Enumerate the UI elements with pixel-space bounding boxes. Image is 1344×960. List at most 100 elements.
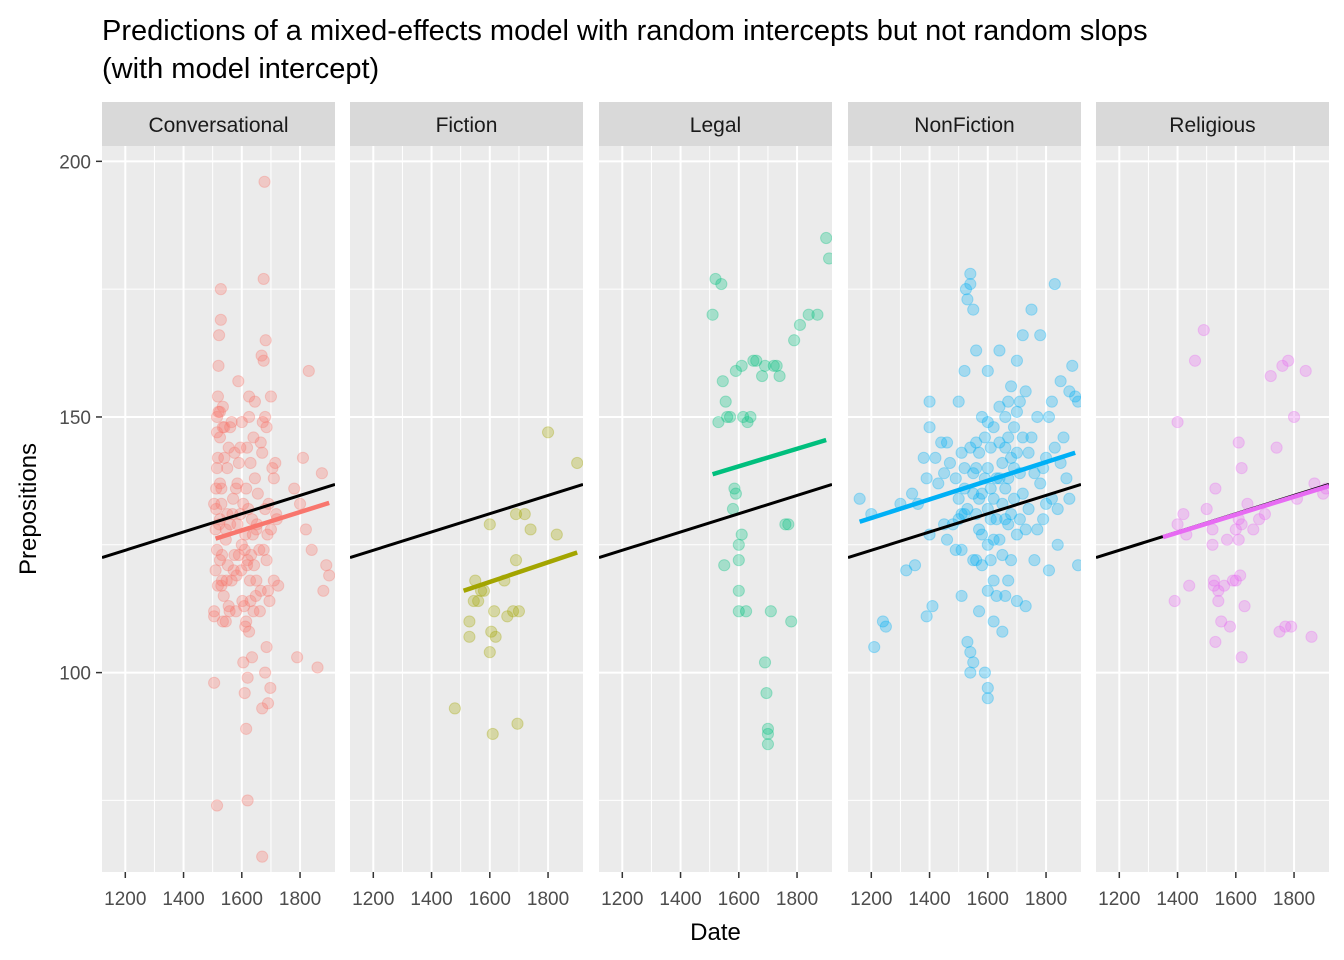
data-point (244, 594, 257, 608)
facet-strip-religious (1096, 102, 1329, 146)
data-point (1212, 594, 1225, 608)
data-point (758, 359, 772, 372)
data-point (212, 405, 225, 418)
data-point (293, 497, 307, 510)
data-point (248, 395, 262, 408)
fit-line-religious (1162, 483, 1329, 540)
panel-fiction (350, 146, 583, 872)
data-point (1031, 523, 1044, 536)
data-point (764, 605, 777, 618)
data-point (1066, 359, 1079, 372)
data-point (256, 702, 269, 715)
data-point (247, 431, 260, 444)
data-point (249, 589, 262, 603)
fixed-effect-line (102, 483, 335, 560)
data-point (258, 175, 271, 188)
data-point (215, 482, 228, 495)
data-point (248, 472, 262, 485)
data-point (231, 477, 244, 490)
data-point (721, 410, 734, 424)
data-point (230, 569, 243, 582)
data-point (761, 727, 775, 741)
facet-label-fiction: Fiction (436, 114, 498, 137)
data-point (853, 492, 866, 505)
data-point (245, 651, 259, 664)
data-point (1253, 513, 1266, 526)
x-tick-label: 1200 (104, 889, 146, 910)
data-point (215, 548, 229, 562)
data-point (210, 543, 224, 557)
data-point (1177, 508, 1190, 521)
data-point (1171, 518, 1184, 531)
data-point (905, 487, 919, 500)
data-point (219, 615, 232, 628)
data-point (1238, 600, 1251, 613)
data-point (929, 451, 942, 464)
x-tick-label: 1800 (1273, 889, 1315, 910)
data-point (961, 635, 974, 649)
data-point (926, 600, 939, 613)
data-point (211, 390, 225, 403)
data-point (506, 605, 520, 618)
x-tick-label: 1800 (776, 889, 818, 910)
fixed-effect-line (848, 483, 1081, 560)
data-point (1016, 487, 1029, 500)
data-point (317, 584, 330, 597)
x-axis-title: Date (690, 919, 741, 946)
data-point (967, 467, 980, 480)
data-point (215, 497, 228, 510)
data-point (868, 640, 881, 654)
data-point (1232, 436, 1245, 449)
data-point (943, 456, 957, 470)
facet-strip-nonfiction (848, 102, 1081, 146)
data-point (760, 686, 773, 700)
data-point (739, 605, 753, 618)
data-point (243, 574, 257, 587)
data-point (1010, 354, 1024, 367)
data-point (244, 456, 257, 470)
data-point (1054, 375, 1067, 388)
data-point (463, 615, 476, 628)
data-point (732, 584, 745, 597)
data-point (1016, 329, 1029, 342)
data-point (1022, 502, 1035, 516)
data-point (235, 415, 248, 429)
x-tick-label: 1400 (410, 889, 452, 910)
data-point (213, 431, 227, 444)
data-point (483, 646, 496, 659)
data-point (212, 329, 226, 342)
data-point (214, 313, 227, 326)
data-point (253, 543, 266, 557)
data-point (723, 410, 737, 424)
data-point (964, 277, 977, 291)
data-point (323, 569, 335, 582)
y-tick-label: 100 (59, 664, 91, 685)
data-point (964, 267, 977, 280)
data-point (802, 308, 815, 321)
data-point (761, 722, 775, 735)
data-point (996, 625, 1009, 638)
data-point (1209, 635, 1222, 649)
data-point (210, 426, 224, 439)
data-point (984, 482, 997, 495)
data-point (241, 554, 254, 567)
data-point (512, 605, 526, 618)
data-point (1057, 431, 1070, 444)
data-point (719, 395, 732, 408)
data-point (1022, 446, 1035, 459)
data-point (1229, 574, 1242, 587)
facet-label-conversational: Conversational (148, 114, 288, 137)
data-point (209, 523, 222, 536)
data-point (218, 421, 231, 434)
data-point (1299, 364, 1312, 378)
data-point (229, 605, 243, 618)
data-point (1013, 513, 1026, 526)
data-point (1220, 533, 1234, 546)
data-point (972, 523, 986, 536)
data-point (256, 850, 269, 863)
data-point (239, 620, 252, 633)
data-point (485, 625, 498, 638)
data-point (1247, 523, 1260, 536)
data-point (967, 656, 980, 669)
data-point (208, 605, 221, 618)
